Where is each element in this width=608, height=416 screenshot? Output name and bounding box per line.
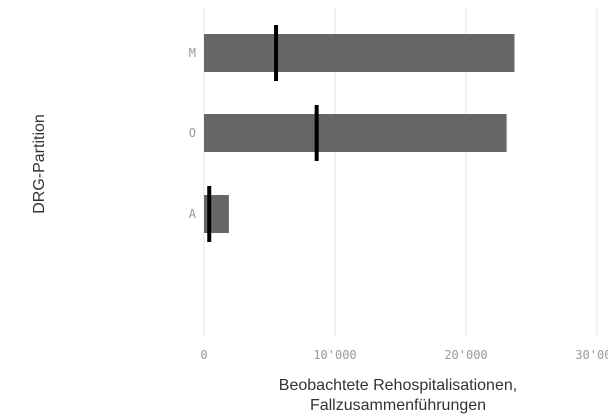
x-tick-label-2: 20'000	[444, 348, 487, 362]
category-label-A: A	[189, 207, 197, 221]
category-labels: M O A	[189, 46, 197, 221]
y-axis-title: DRG-Partition	[31, 114, 48, 214]
category-label-O: O	[189, 126, 196, 140]
x-tick-label-0: 0	[200, 348, 207, 362]
bar-M	[204, 34, 515, 72]
x-axis-title-line-1: Beobachtete Rehospitalisationen,	[279, 377, 517, 394]
category-label-M: M	[189, 46, 196, 60]
bars	[204, 34, 515, 233]
x-axis-title-line-2: Fallzusammenführungen	[310, 397, 486, 414]
x-tick-labels: 0 10'000 20'000 30'000	[200, 348, 608, 362]
x-tick-label-1: 10'000	[313, 348, 356, 362]
x-tick-label-3: 30'000	[575, 348, 608, 362]
markers	[207, 25, 319, 242]
bar-O	[204, 114, 507, 152]
